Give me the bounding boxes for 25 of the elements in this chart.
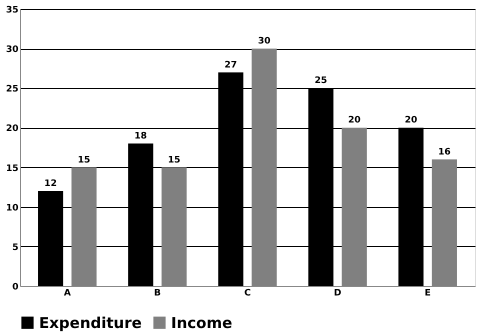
y-tick-label: 30 bbox=[6, 45, 18, 56]
x-tick-label: A bbox=[64, 288, 71, 298]
y-tick-label: 0 bbox=[12, 282, 18, 292]
x-tick-label: E bbox=[424, 288, 431, 298]
data-label: 25 bbox=[314, 76, 328, 86]
x-tick-label: C bbox=[244, 288, 252, 298]
data-label: 18 bbox=[134, 132, 147, 142]
y-tick-label: 5 bbox=[12, 242, 18, 253]
y-tick-label: 25 bbox=[6, 84, 18, 95]
y-tick-label: 15 bbox=[6, 164, 18, 174]
data-label: 12 bbox=[44, 179, 57, 190]
y-tick-label: 35 bbox=[6, 6, 18, 16]
x-tick-label: D bbox=[334, 288, 342, 298]
data-label: 15 bbox=[168, 155, 180, 166]
data-label: 20 bbox=[348, 116, 361, 126]
data-label: 30 bbox=[258, 36, 270, 47]
data-label: 27 bbox=[224, 60, 238, 70]
data-label: 16 bbox=[438, 147, 451, 158]
data-label: 20 bbox=[404, 116, 418, 126]
y-tick-label: 10 bbox=[6, 203, 18, 214]
data-label: 15 bbox=[78, 155, 90, 166]
legend-label: Expenditure bbox=[39, 314, 142, 332]
x-tick-label: B bbox=[154, 288, 161, 298]
legend-label: Income bbox=[171, 314, 232, 332]
y-tick-label: 20 bbox=[6, 124, 18, 134]
